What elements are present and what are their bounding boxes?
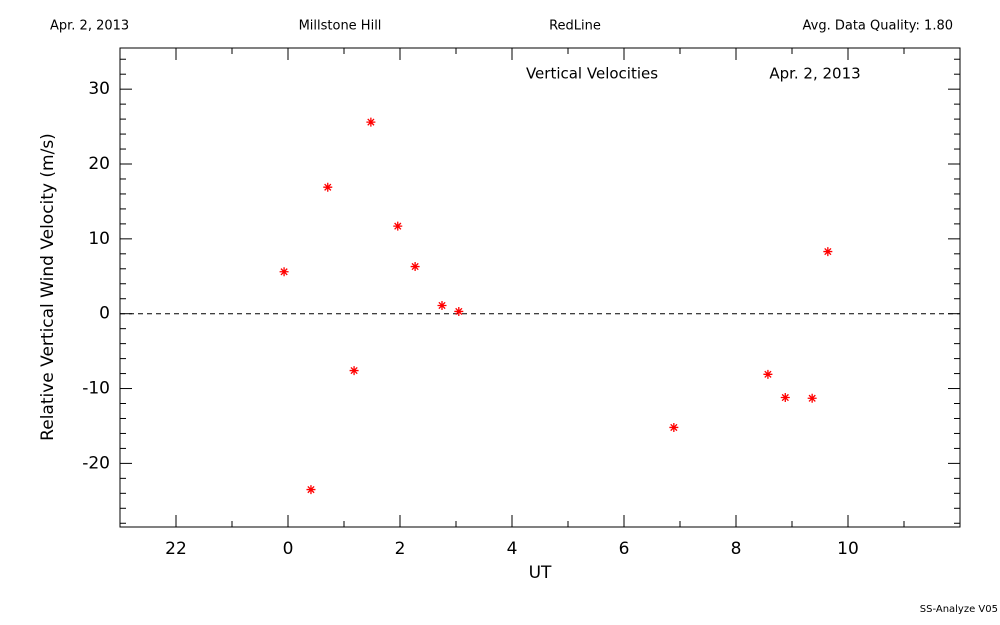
point xyxy=(454,306,464,316)
asterisk xyxy=(669,422,679,432)
y-tick-label: 30 xyxy=(88,79,110,99)
asterisk xyxy=(306,485,316,495)
asterisk xyxy=(454,306,464,316)
point xyxy=(393,221,403,231)
x-tick-label: 2 xyxy=(395,539,406,559)
asterisk xyxy=(807,393,817,403)
chart-subtitle: Apr. 2, 2013 xyxy=(769,65,860,83)
header-site: Millstone Hill xyxy=(299,19,382,34)
asterisk xyxy=(823,247,833,257)
point xyxy=(823,247,833,257)
asterisk xyxy=(393,221,403,231)
asterisk xyxy=(780,393,790,403)
header-date: Apr. 2, 2013 xyxy=(50,19,129,34)
y-tick-label: 0 xyxy=(99,304,110,324)
point xyxy=(780,393,790,403)
y-tick-label: 20 xyxy=(88,154,110,174)
y-tick-label: -20 xyxy=(82,453,110,473)
asterisk xyxy=(437,300,447,310)
point xyxy=(349,366,359,376)
x-tick-label: 0 xyxy=(283,539,294,559)
point xyxy=(306,485,316,495)
chart-title: Vertical Velocities xyxy=(526,65,658,83)
plot-frame xyxy=(119,47,961,528)
x-tick-label: 4 xyxy=(507,539,518,559)
y-axis-label: Relative Vertical Wind Velocity (m/s) xyxy=(38,133,58,441)
point xyxy=(437,300,447,310)
point xyxy=(410,262,420,272)
y-tick-label: 10 xyxy=(88,229,110,249)
asterisk xyxy=(279,267,289,277)
x-tick-label: 22 xyxy=(165,539,187,559)
x-axis-label: UT xyxy=(529,563,552,583)
asterisk xyxy=(763,369,773,379)
footer: SS-Analyze V05 xyxy=(920,604,998,615)
y-tick-label: -10 xyxy=(82,379,110,399)
asterisk xyxy=(410,262,420,272)
header-instrument: RedLine xyxy=(549,19,601,34)
x-tick-label: 8 xyxy=(731,539,742,559)
header-quality: Avg. Data Quality: 1.80 xyxy=(803,19,953,34)
asterisk xyxy=(349,366,359,376)
asterisk xyxy=(323,182,333,192)
point xyxy=(366,117,376,127)
point xyxy=(669,422,679,432)
point xyxy=(763,369,773,379)
point xyxy=(323,182,333,192)
point xyxy=(807,393,817,403)
asterisk xyxy=(366,117,376,127)
x-tick-label: 10 xyxy=(837,539,859,559)
point xyxy=(279,267,289,277)
x-tick-label: 6 xyxy=(619,539,630,559)
